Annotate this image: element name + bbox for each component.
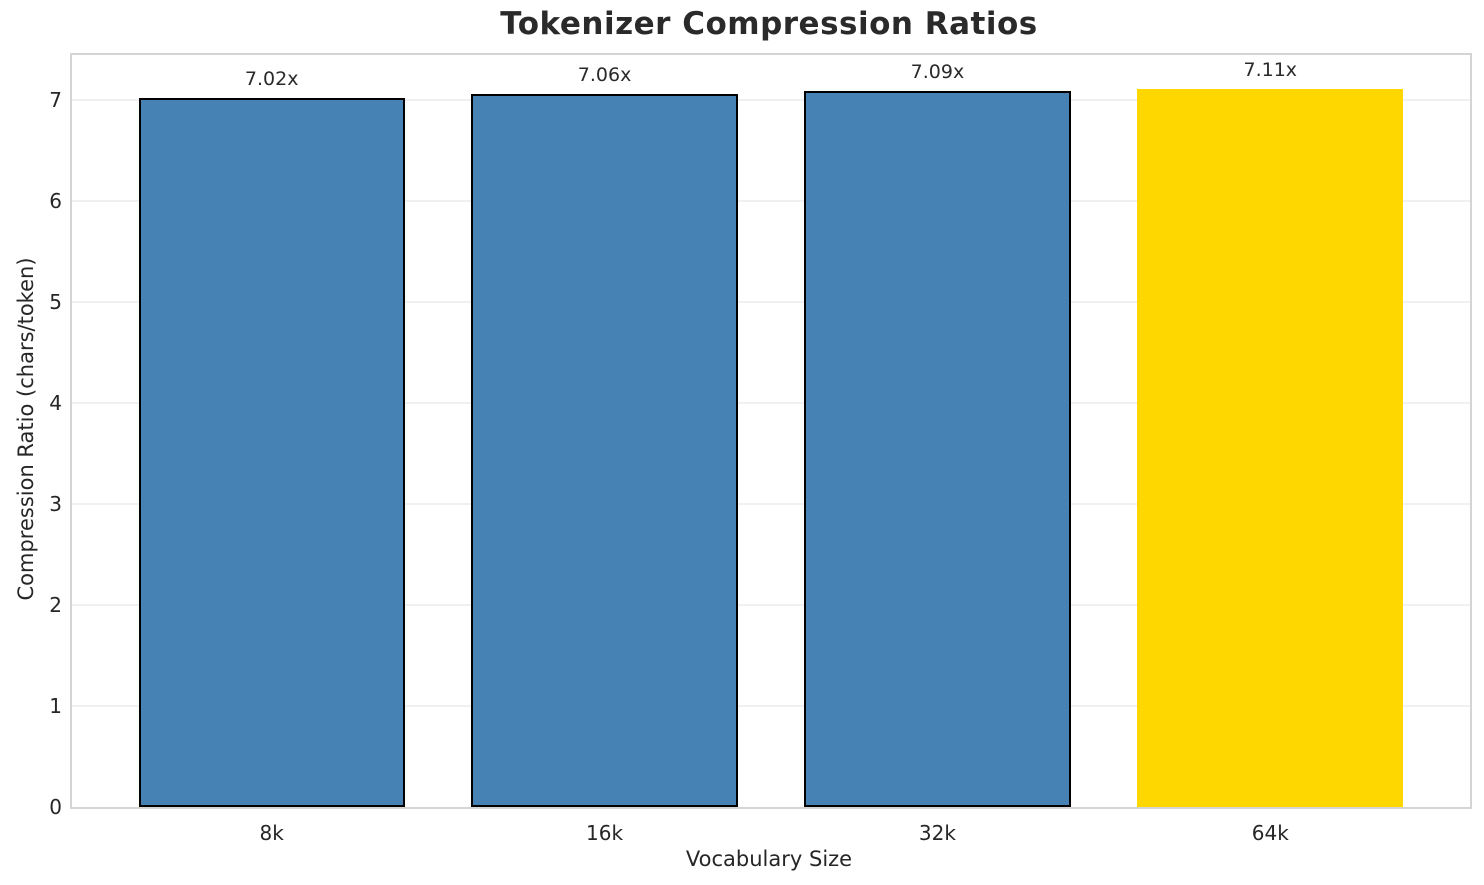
y-tick-label: 2 — [49, 593, 62, 618]
y-gridline — [72, 604, 1470, 607]
bar-value-label: 7.09x — [910, 61, 965, 84]
y-tick-label: 1 — [49, 694, 62, 719]
y-gridline — [72, 301, 1470, 304]
y-tick-label: 7 — [49, 88, 62, 113]
bar-value-label: 7.11x — [1243, 59, 1298, 82]
x-tick-label: 8k — [259, 821, 284, 845]
y-tick-label: 4 — [49, 391, 62, 416]
y-gridline — [72, 200, 1470, 203]
bar-64k — [1137, 89, 1404, 807]
y-axis-label: Compression Ratio (chars/token) — [14, 257, 38, 601]
bar-16k — [471, 94, 738, 807]
bar-value-label: 7.02x — [244, 68, 299, 91]
bar-32k — [804, 91, 1071, 807]
y-gridline — [72, 503, 1470, 506]
bar-value-label: 7.06x — [577, 64, 632, 87]
y-gridline — [72, 402, 1470, 405]
y-gridline — [72, 705, 1470, 708]
x-axis-label: Vocabulary Size — [685, 847, 853, 871]
x-tick-label: 16k — [586, 821, 624, 845]
chart-title: Tokenizer Compression Ratios — [500, 6, 1038, 42]
y-tick-label: 5 — [49, 290, 62, 315]
bar-8k — [138, 98, 405, 807]
y-tick-label: 3 — [49, 492, 62, 517]
plot-area: 0 1 2 3 4 5 6 7 7.02x 8k 7.06x 16k 7.09x 32k 7.11x 64k — [49, 53, 1472, 845]
y-tick-label: 0 — [49, 795, 62, 819]
x-tick-label: 32k — [918, 821, 956, 845]
y-tick-label: 6 — [49, 189, 62, 214]
x-tick-label: 64k — [1251, 821, 1289, 845]
y-gridline — [72, 99, 1470, 102]
